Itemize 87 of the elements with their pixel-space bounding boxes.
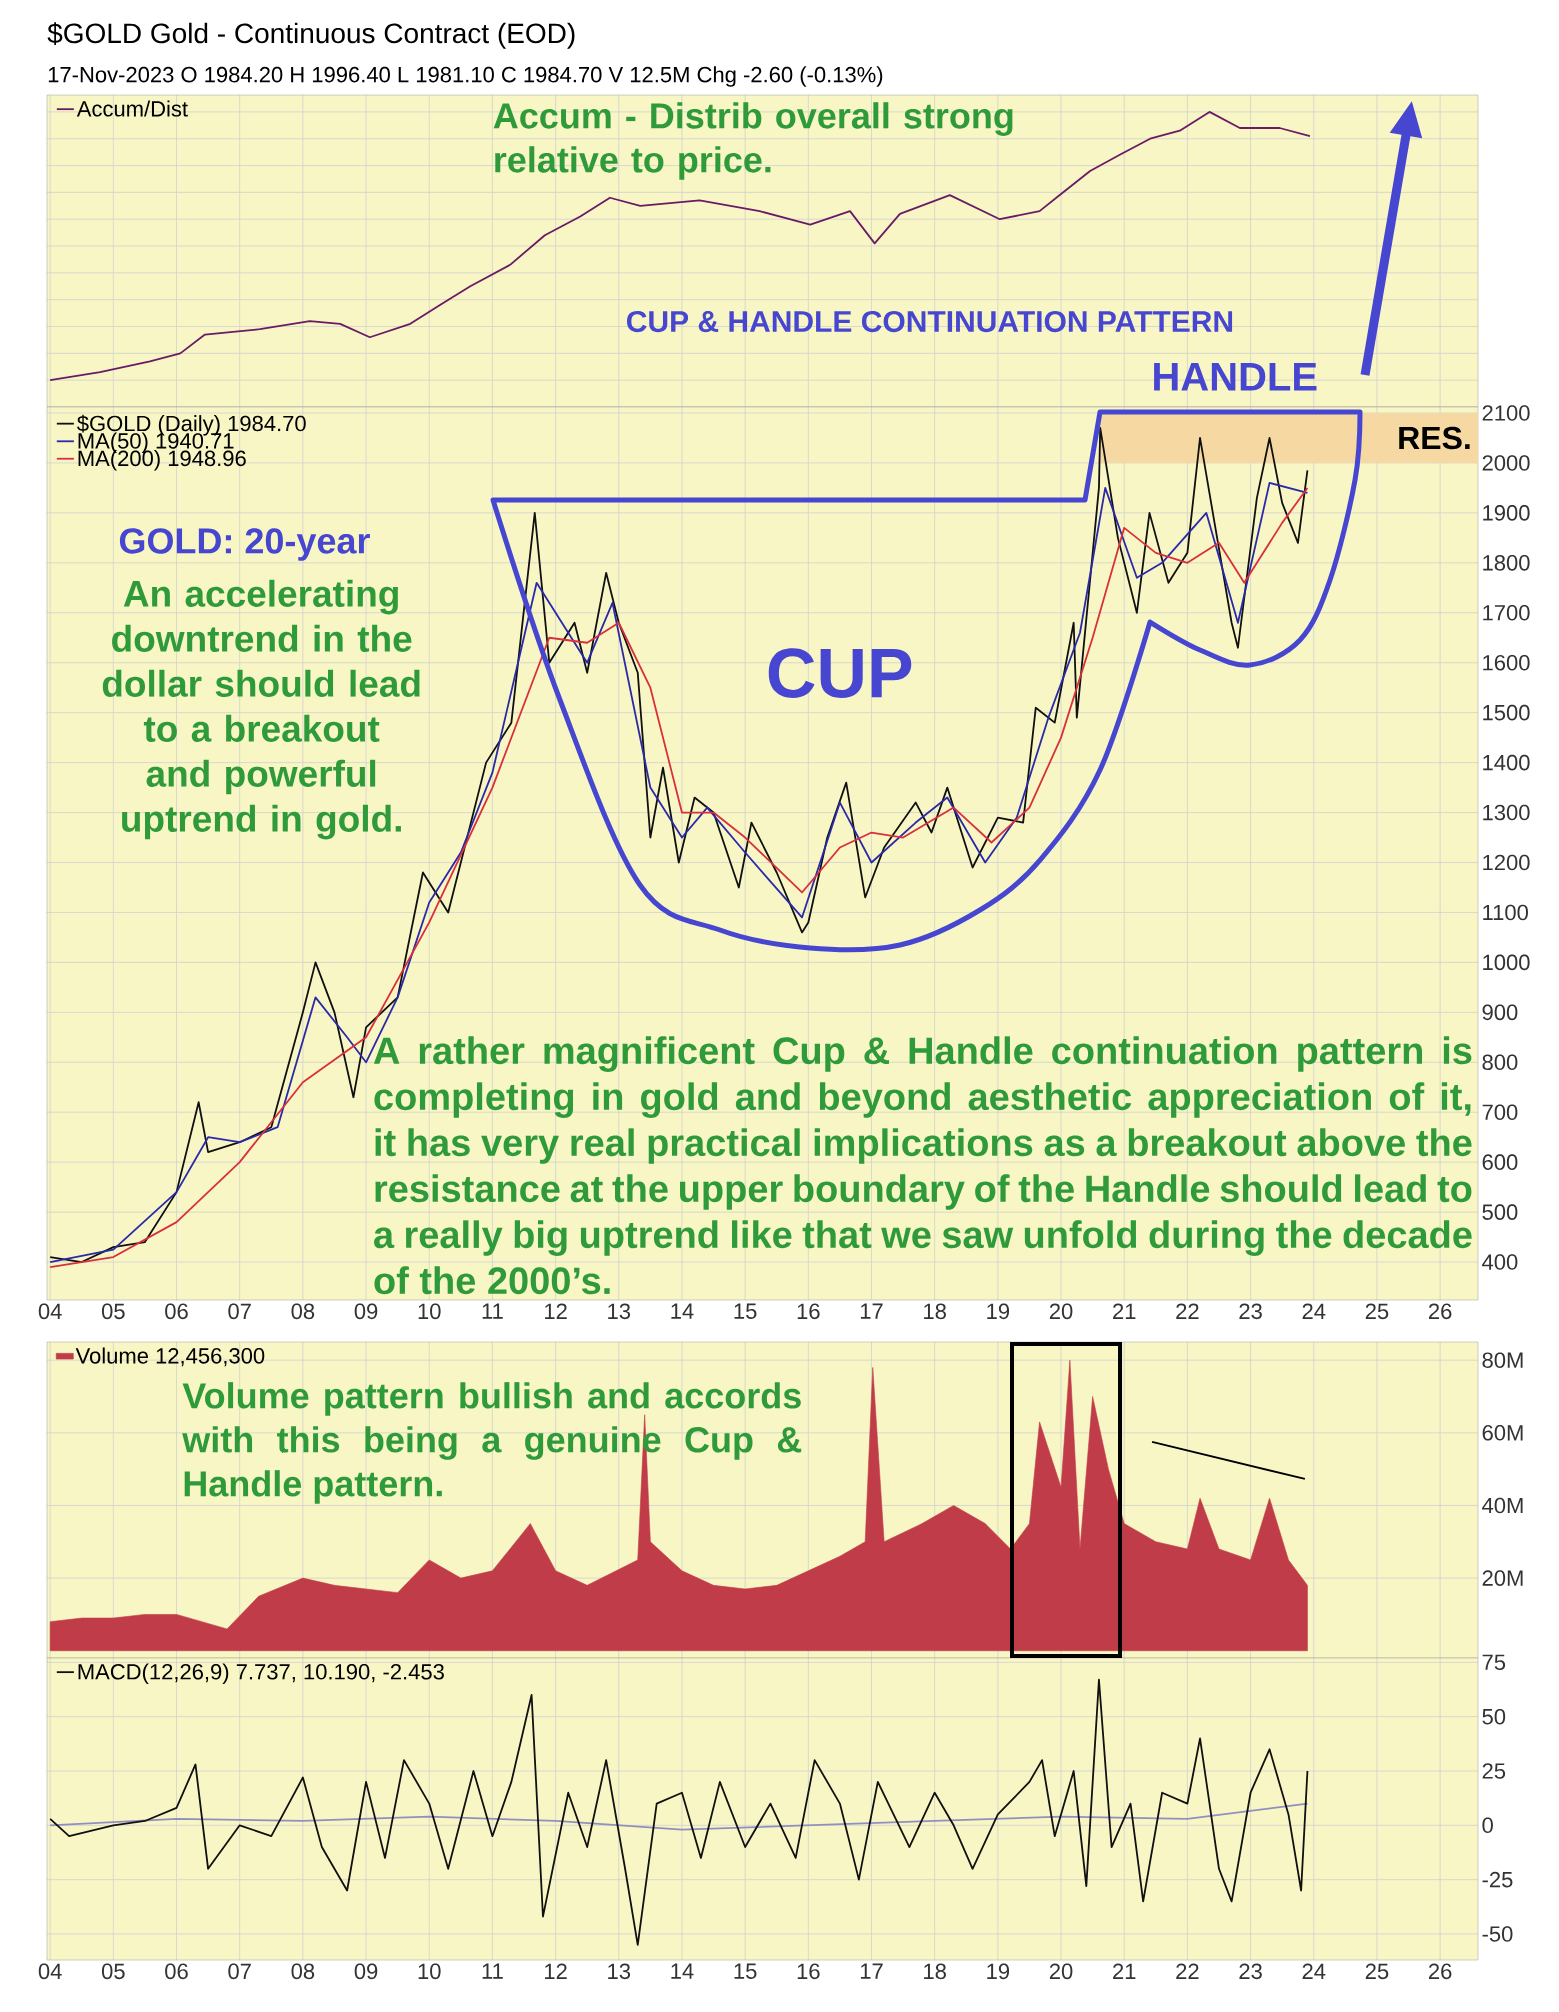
y-tick-label: 500 bbox=[1482, 1204, 1518, 1220]
y-tick-label: 1600 bbox=[1483, 654, 1530, 671]
y-tick-label: 1300 bbox=[1483, 804, 1530, 821]
x-tick-label: 16 bbox=[797, 1963, 820, 1980]
x-tick-label: 25 bbox=[1365, 1963, 1389, 1980]
y-tick-label: 1200 bbox=[1483, 854, 1530, 871]
x-tick-label: 05 bbox=[101, 1303, 125, 1320]
y-tick-label: 900 bbox=[1482, 1004, 1518, 1021]
y-tick-label: 60M bbox=[1482, 1425, 1523, 1441]
x-tick-label: 18 bbox=[924, 1303, 946, 1320]
x-tick-label: 11 bbox=[482, 1963, 503, 1979]
x-tick-label: 09 bbox=[354, 1303, 378, 1320]
x-tick-label: 23 bbox=[1239, 1963, 1262, 1980]
y-tick-label: 1400 bbox=[1483, 754, 1530, 771]
x-tick-label: 19 bbox=[987, 1303, 1010, 1320]
y-tick-label: 800 bbox=[1482, 1054, 1518, 1071]
x-tick-label: 12 bbox=[545, 1963, 567, 1979]
x-tick-label: 07 bbox=[228, 1303, 251, 1320]
x-tick-label: 17 bbox=[860, 1303, 883, 1319]
y-tick-label: -25 bbox=[1482, 1871, 1513, 1888]
x-tick-label: 06 bbox=[165, 1303, 188, 1320]
y-tick-label: 1000 bbox=[1483, 954, 1530, 971]
x-tick-label: 22 bbox=[1176, 1963, 1199, 1979]
x-tick-label: 13 bbox=[608, 1963, 631, 1980]
x-tick-label: 23 bbox=[1239, 1303, 1262, 1320]
legend-label: Accum/Dist bbox=[76, 100, 188, 117]
x-tick-label: 10 bbox=[418, 1963, 441, 1980]
chart-title: $GOLD Gold - Continuous Contract (EOD) bbox=[47, 22, 575, 49]
x-tick-label: 14 bbox=[671, 1303, 694, 1319]
x-tick-label: 20 bbox=[1049, 1963, 1073, 1980]
x-tick-label: 04 bbox=[38, 1303, 62, 1320]
y-tick-label: 40M bbox=[1482, 1497, 1523, 1514]
x-tick-label: 20 bbox=[1049, 1303, 1073, 1320]
y-tick-label: 2000 bbox=[1482, 455, 1530, 471]
y-tick-label: 1700 bbox=[1483, 604, 1530, 621]
y-tick-label: -50 bbox=[1482, 1926, 1513, 1942]
y-tick-label: 600 bbox=[1482, 1154, 1518, 1170]
y-tick-label: 80M bbox=[1482, 1352, 1523, 1368]
y-tick-label: 50 bbox=[1482, 1708, 1506, 1725]
x-tick-label: 21 bbox=[1113, 1303, 1136, 1319]
x-tick-label: 07 bbox=[228, 1963, 251, 1980]
x-tick-label: 17 bbox=[860, 1963, 883, 1979]
y-tick-label: 0 bbox=[1482, 1817, 1493, 1834]
x-tick-label: 08 bbox=[291, 1303, 315, 1320]
annotation: Accum - Distrib overall strong relative to price. bbox=[493, 102, 1013, 180]
x-tick-label: 04 bbox=[38, 1963, 62, 1980]
y-tick-label: 700 bbox=[1482, 1104, 1518, 1121]
annotation: CUP bbox=[768, 648, 912, 698]
annotation: A rather magnificent Cup & Handle continuation pattern is completing in gold and beyond aesthetic appreciation of it, it has very real practical implications as a breakout above the resistance at the upper boundary of the Handle should lead to a really big uptrend like that we saw unfold during the decade of the 2000’s. bbox=[373, 1036, 1472, 1295]
y-tick-label: 1100 bbox=[1483, 904, 1528, 921]
y-tick-label: 20M bbox=[1482, 1570, 1523, 1586]
y-tick-label: 1800 bbox=[1483, 555, 1530, 571]
y-tick-label: 1500 bbox=[1483, 704, 1530, 721]
x-tick-label: 24 bbox=[1302, 1963, 1326, 1979]
x-tick-label: 18 bbox=[924, 1963, 946, 1980]
x-tick-label: 15 bbox=[734, 1963, 757, 1979]
x-tick-label: 21 bbox=[1113, 1963, 1136, 1979]
band-label: RES. bbox=[1399, 426, 1470, 450]
x-tick-label: 24 bbox=[1302, 1303, 1326, 1319]
x-tick-label: 22 bbox=[1176, 1303, 1199, 1319]
legend-label: MACD(12,26,9) 7.737, 10.190, -2.453 bbox=[78, 1663, 444, 1684]
x-tick-label: 08 bbox=[291, 1963, 315, 1980]
x-tick-label: 12 bbox=[545, 1303, 567, 1319]
y-tick-label: 1900 bbox=[1483, 505, 1530, 521]
y-tick-label: 25 bbox=[1482, 1763, 1506, 1779]
y-tick-label: 400 bbox=[1482, 1254, 1518, 1270]
x-tick-label: 25 bbox=[1365, 1303, 1389, 1320]
annotation: An accelerating downtrend in the dollar should lead to a breakout and powerful uptrend in gold. bbox=[102, 579, 420, 840]
x-tick-label: 09 bbox=[354, 1963, 378, 1980]
y-tick-label: 75 bbox=[1482, 1654, 1506, 1671]
x-tick-label: 14 bbox=[671, 1963, 694, 1979]
x-tick-label: 13 bbox=[608, 1303, 631, 1320]
y-tick-label: 2100 bbox=[1482, 405, 1530, 421]
chart-subtitle: 17-Nov-2023 O 1984.20 H 1996.40 L 1981.10 C 1984.70 V 12.5M Chg -2.60 (-0.13%) bbox=[48, 66, 883, 87]
x-tick-label: 11 bbox=[482, 1303, 503, 1319]
x-tick-label: 16 bbox=[797, 1303, 820, 1320]
legend-label: Volume 12,456,300 bbox=[75, 1347, 265, 1367]
x-tick-label: 26 bbox=[1428, 1963, 1452, 1980]
annotation: GOLD: 20-year bbox=[119, 528, 370, 561]
x-tick-label: 26 bbox=[1428, 1303, 1452, 1320]
x-tick-label: 15 bbox=[734, 1303, 757, 1319]
x-tick-label: 06 bbox=[165, 1963, 188, 1980]
annotation: CUP & HANDLE CONTINUATION PATTERN bbox=[627, 310, 1233, 333]
x-tick-label: 19 bbox=[987, 1963, 1010, 1980]
x-tick-label: 10 bbox=[418, 1303, 441, 1320]
annotation: HANDLE bbox=[1154, 362, 1317, 391]
x-tick-label: 05 bbox=[101, 1963, 125, 1980]
